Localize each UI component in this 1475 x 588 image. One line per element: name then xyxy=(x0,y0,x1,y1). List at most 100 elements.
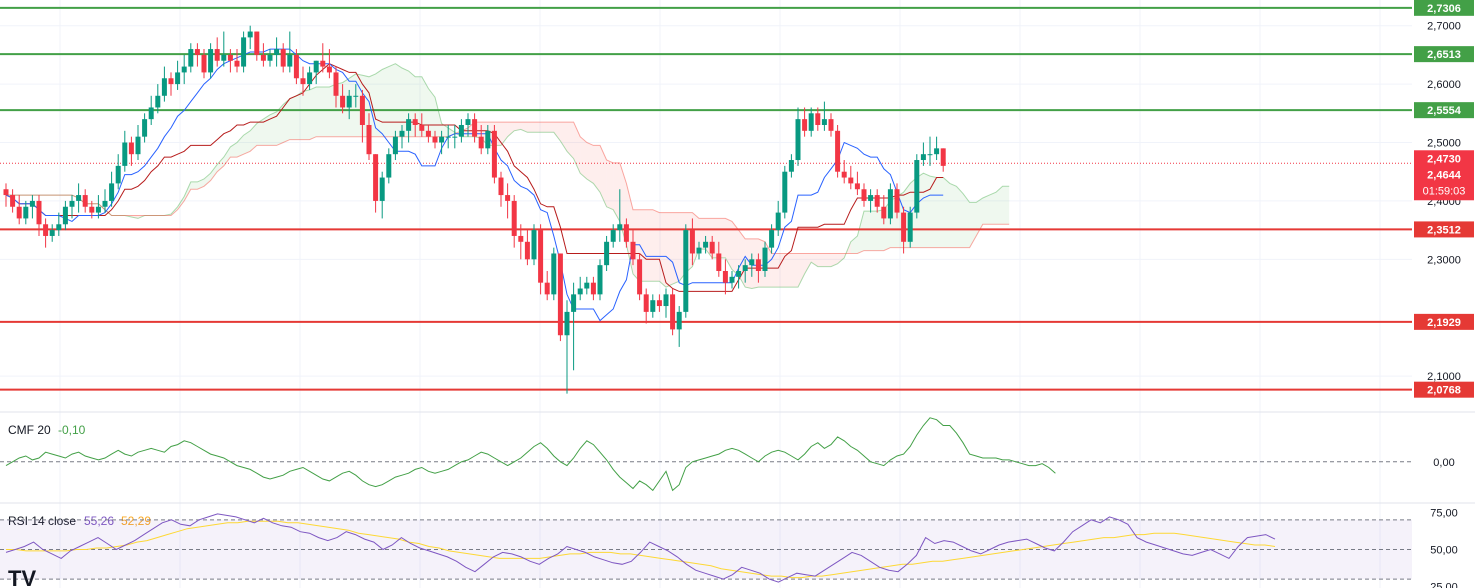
candle xyxy=(617,189,623,242)
cloud-bull-segment xyxy=(969,202,977,248)
candle xyxy=(254,31,260,61)
candle xyxy=(452,124,458,149)
level-tag-bg xyxy=(1414,221,1474,238)
price-tick-label: 2,1000 xyxy=(1427,371,1461,383)
price-tick-label: 2,7000 xyxy=(1427,21,1461,33)
candle xyxy=(590,276,596,301)
candle-body xyxy=(29,200,35,207)
candle-body xyxy=(498,177,504,196)
candle xyxy=(359,89,365,143)
candle-body xyxy=(841,171,847,178)
candle xyxy=(663,288,669,318)
cloud-bull-segment xyxy=(263,114,270,146)
candle-body xyxy=(511,200,517,236)
candle-body xyxy=(637,259,643,295)
candle-body xyxy=(709,241,715,254)
candle-body xyxy=(95,206,101,213)
level-tag: 2,3512 xyxy=(1414,221,1474,238)
current-price-tag[interactable]: 2,4730 2,4644 01:59:03 xyxy=(1414,150,1474,201)
cmf-title: CMF 20 xyxy=(8,423,51,437)
candle xyxy=(181,54,187,85)
candle-body xyxy=(36,200,42,225)
level-tag-bg xyxy=(1414,381,1474,398)
level-tag: 2,7306 xyxy=(1414,0,1474,16)
candle-body xyxy=(181,66,187,73)
cloud-bull-segment xyxy=(382,66,389,137)
candle-body xyxy=(584,282,590,289)
candle-body xyxy=(848,177,854,184)
candle xyxy=(795,107,801,166)
current-price-tag-bg xyxy=(1414,150,1474,201)
candle-body xyxy=(201,54,207,73)
cloud-bull-segment xyxy=(204,173,211,187)
rsi-tick-label: 25,00 xyxy=(1430,582,1458,588)
candle-body xyxy=(439,136,445,143)
candle xyxy=(320,43,326,73)
candle xyxy=(313,60,319,85)
candle-body xyxy=(907,212,913,242)
candle-body xyxy=(69,200,75,207)
tenkan-sen-line xyxy=(5,48,944,322)
cloud-bull-segment xyxy=(237,135,244,158)
cloud-bull-segment xyxy=(441,123,449,137)
candle xyxy=(650,294,656,318)
cloud-bull-segment xyxy=(190,181,198,190)
tradingview-logo[interactable]: TV xyxy=(8,566,36,588)
candle-body xyxy=(531,230,537,260)
cloud-bull-segment xyxy=(164,214,171,216)
candle xyxy=(412,113,418,137)
candle-body xyxy=(643,294,649,312)
cloud-bear-segment xyxy=(138,215,145,219)
cloud-bull-segment xyxy=(303,89,310,140)
candle xyxy=(914,154,920,219)
candle-body xyxy=(445,136,451,138)
cloud-bear-segment xyxy=(811,253,818,267)
cloud-bull-segment xyxy=(322,87,330,137)
cloud-bull-segment xyxy=(857,211,864,254)
candle-body xyxy=(683,230,689,312)
candle-body xyxy=(927,154,933,156)
candle-body xyxy=(670,294,676,330)
candle-body xyxy=(241,37,247,67)
candle-body xyxy=(109,183,115,201)
candle xyxy=(227,49,233,73)
candle-body xyxy=(267,54,273,61)
candle-body xyxy=(254,31,260,55)
candle-body xyxy=(359,95,365,125)
candle-body xyxy=(280,49,286,67)
candle xyxy=(366,113,372,161)
candle xyxy=(538,224,544,295)
candle xyxy=(722,259,728,295)
candle xyxy=(439,130,445,155)
candle-body xyxy=(208,49,214,73)
candle xyxy=(637,253,643,301)
price-grid xyxy=(0,0,1412,588)
cloud-bull-segment xyxy=(342,78,350,137)
candle xyxy=(564,300,570,394)
candlesticks xyxy=(3,25,946,394)
candle xyxy=(498,171,504,207)
candle-body xyxy=(934,148,940,155)
cloud-bear-segment xyxy=(784,253,792,288)
candle-body xyxy=(221,54,227,61)
candle-body xyxy=(432,136,438,143)
candle xyxy=(386,148,392,184)
candle-body xyxy=(43,224,49,236)
level-tags[interactable]: 2,7306 2,6513 2,5554 2,3512 2,1929 2,0768 xyxy=(1414,0,1474,398)
cmf-pane: CMF 20 -0,10 0,00 xyxy=(0,417,1455,492)
candle-body xyxy=(835,130,841,172)
cloud-bear-segment xyxy=(699,218,706,250)
candle xyxy=(577,276,583,301)
candle xyxy=(861,183,867,207)
candle-body xyxy=(412,119,418,125)
candle xyxy=(821,101,827,131)
cloud-bear-segment xyxy=(567,122,574,159)
level-tag-label: 2,0768 xyxy=(1427,385,1461,397)
cloud-bear-segment xyxy=(547,122,554,133)
candle xyxy=(920,142,926,166)
candle-body xyxy=(722,270,728,283)
candle-body xyxy=(538,230,544,283)
candle xyxy=(940,148,946,172)
candle-body xyxy=(762,247,768,271)
